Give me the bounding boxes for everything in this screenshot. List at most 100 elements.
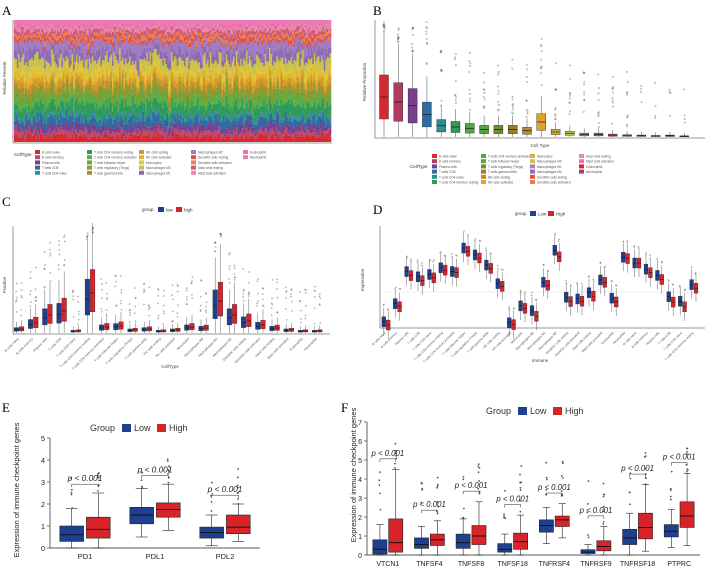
panel-b-boxes xyxy=(379,21,689,137)
panel-b: Relative Proportion Cell Type CellType B… xyxy=(362,20,705,185)
outlier-point xyxy=(167,473,169,475)
panel-f-legend-high-swatch xyxy=(553,407,562,415)
panel-d-legend-high: High xyxy=(556,212,566,217)
x-tick-label: PTPRC xyxy=(667,561,691,568)
outlier-point xyxy=(378,484,381,486)
outlier-point xyxy=(686,451,688,453)
outlier-point xyxy=(669,495,672,498)
outlier-point xyxy=(436,501,439,504)
outlier-point xyxy=(237,498,239,500)
outlier-point xyxy=(477,487,480,490)
outlier-point xyxy=(629,477,632,480)
outlier-point xyxy=(477,463,480,466)
panel-f-legend-high: High xyxy=(565,406,584,416)
outlier-point xyxy=(519,486,522,489)
outlier-point xyxy=(519,510,522,513)
outlier-point xyxy=(545,476,548,479)
y-tick-label: 5 xyxy=(358,458,362,465)
pvalue-label: p < 0.001 xyxy=(620,464,654,473)
y-tick-label: 1 xyxy=(358,534,362,541)
outlier-point xyxy=(520,465,523,468)
outlier-point xyxy=(97,476,100,479)
outlier-point xyxy=(503,513,505,516)
outlier-point xyxy=(545,461,548,464)
outlier-point xyxy=(685,463,688,466)
outlier-point xyxy=(211,493,214,495)
outlier-point xyxy=(545,488,548,491)
outlier-point xyxy=(97,490,99,492)
outlier-point xyxy=(436,486,439,489)
outlier-point xyxy=(562,477,564,479)
outlier-point xyxy=(477,471,480,474)
panel-d-ylabel: Expression xyxy=(360,268,365,291)
outlier-point xyxy=(686,453,688,456)
box-vtcn1-high xyxy=(388,442,404,556)
y-tick-label: 3 xyxy=(41,478,45,487)
outlier-point xyxy=(421,487,424,490)
pvalue-label: p < 0.001 xyxy=(579,506,613,515)
y-tick-label: 0 xyxy=(358,553,362,560)
panel-c-legend-title: group xyxy=(142,207,154,212)
outlier-point xyxy=(504,489,506,492)
pvalue-label: p < 0.001 xyxy=(537,483,571,492)
panel-a-ylabel: Relative Percent xyxy=(2,61,7,95)
pvalue-bracket xyxy=(211,494,239,499)
outlier-point xyxy=(560,490,563,493)
pvalue-bracket xyxy=(141,475,169,479)
x-tick-label: TNFSF18 xyxy=(498,561,528,568)
box-pd1-high xyxy=(86,472,111,549)
y-tick-label: 2 xyxy=(358,515,362,522)
outlier-point xyxy=(70,477,72,480)
pvalue-bracket xyxy=(462,490,480,495)
panel-b-ylabel: Relative Proportion xyxy=(362,62,367,101)
outlier-point xyxy=(236,492,239,495)
outlier-point xyxy=(140,479,143,482)
outlier-point xyxy=(685,470,688,473)
outlier-point xyxy=(237,476,239,479)
panel-e-legend-low: Low xyxy=(134,423,151,433)
outlier-point xyxy=(166,458,169,461)
pvalue-label: p < 0.001 xyxy=(370,449,404,458)
pvalue-bracket xyxy=(671,462,688,466)
box-tnfrsf9-low xyxy=(580,480,596,556)
outlier-point xyxy=(420,501,422,504)
outlier-point xyxy=(520,481,523,484)
outlier-point xyxy=(395,449,397,452)
box-ptprc-high xyxy=(679,447,695,546)
panel-f-plot: 0 1 2 3 4 5 6 7 p < 0.001 VTCN1 p < 0.001 TNFSF4 p <… xyxy=(358,420,700,568)
panel-e-legend-title: Group xyxy=(90,423,115,433)
pvalue-label: p < 0.001 xyxy=(137,464,173,474)
panel-e-legend-low-swatch xyxy=(122,424,131,432)
y-tick-label: 5 xyxy=(41,434,45,443)
panel-e-legend-high-swatch xyxy=(157,424,166,432)
box-pd1-low xyxy=(59,477,84,549)
outlier-point xyxy=(420,481,423,484)
outlier-point xyxy=(602,510,605,513)
y-tick-label: 3 xyxy=(358,496,362,503)
outlier-point xyxy=(602,495,605,498)
outlier-point xyxy=(210,510,213,512)
outlier-point xyxy=(462,507,465,510)
y-tick-label: 6 xyxy=(358,439,362,446)
box-tnfrsf9-high xyxy=(596,482,612,556)
outlier-point xyxy=(669,487,672,490)
box-ptprc-low xyxy=(663,470,679,548)
panel-e: Group Low High Expression of immune chec… xyxy=(12,422,260,561)
outlier-point xyxy=(503,515,505,518)
outlier-point xyxy=(395,454,397,457)
panel-d-xlabel: Immune xyxy=(532,358,549,363)
outlier-point xyxy=(587,480,590,483)
panel-label-c: C xyxy=(2,194,11,209)
outlier-point xyxy=(168,465,170,468)
outlier-point xyxy=(519,473,521,476)
box-tnfsf8-low xyxy=(455,475,471,556)
pvalue-bracket xyxy=(379,458,396,462)
outlier-point xyxy=(519,489,522,492)
panel-a: Relative Percent CellType B cells naiveB… xyxy=(2,20,332,175)
outlier-point xyxy=(644,483,647,486)
outlier-point xyxy=(504,517,507,520)
outlier-point xyxy=(394,442,397,445)
box-vtcn1-low xyxy=(372,471,388,556)
